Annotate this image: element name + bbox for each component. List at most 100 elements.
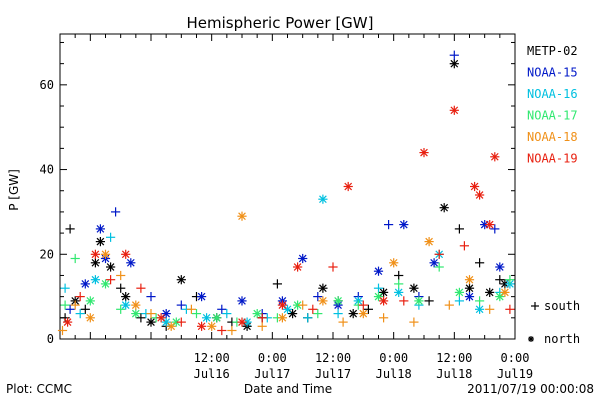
y-tick-label: 60	[40, 78, 54, 92]
south-point	[222, 309, 232, 319]
timestamp: 2011/07/19 00:00:08	[467, 382, 594, 396]
north-point	[348, 309, 358, 319]
south-point	[308, 304, 318, 314]
north-point	[131, 300, 141, 310]
north-point	[464, 292, 475, 302]
x-tick-label-date: Jul17	[315, 367, 351, 381]
north-point	[424, 237, 434, 247]
north-point	[90, 275, 101, 285]
south-point	[57, 325, 68, 336]
south-point	[80, 304, 90, 314]
north-point	[197, 321, 207, 331]
north-point	[373, 266, 384, 276]
south-point	[454, 224, 464, 234]
data-points	[57, 50, 515, 336]
south-point	[328, 262, 338, 272]
north-point	[454, 287, 464, 297]
x-tick-label-time: 12:00	[315, 351, 351, 365]
north-point	[105, 262, 116, 272]
x-tick-label-date: Jul18	[376, 367, 412, 381]
north-point	[485, 287, 495, 297]
south-point	[485, 304, 495, 314]
north-point	[464, 275, 475, 285]
south-point	[257, 313, 267, 323]
south-point	[217, 304, 227, 314]
y-axis: 0 20 40 60	[40, 41, 515, 346]
north-point	[429, 258, 439, 268]
south-point	[358, 300, 368, 310]
south-point	[475, 258, 485, 268]
south-point	[217, 325, 227, 336]
legend-noaa-18: NOAA-18	[527, 130, 578, 144]
x-tick-label-date: Jul16	[194, 367, 230, 381]
legend: METP-02 NOAA-15 NOAA-16 NOAA-17 NOAA-18 NOAA-…	[527, 44, 578, 166]
north-point	[419, 148, 429, 158]
north-point	[277, 300, 287, 310]
legend-noaa-15: NOAA-15	[527, 66, 578, 80]
south-point	[313, 309, 323, 319]
north-point	[212, 313, 222, 323]
south-point	[434, 249, 444, 259]
north-point	[171, 317, 181, 327]
south-point	[105, 275, 116, 285]
north-point	[161, 309, 171, 319]
legend-metp-02: METP-02	[527, 44, 578, 58]
series-noaa-15	[65, 50, 505, 319]
y-tick-label: 0	[47, 332, 54, 346]
south-point	[505, 275, 515, 285]
north-marker-icon	[528, 336, 534, 342]
north-point	[80, 279, 90, 289]
north-point	[85, 296, 95, 306]
south-point	[65, 224, 75, 234]
south-point	[313, 292, 323, 302]
south-point	[298, 300, 308, 310]
south-point	[399, 296, 409, 306]
north-point	[277, 313, 287, 323]
north-point	[298, 253, 308, 264]
legend-noaa-17: NOAA-17	[527, 109, 578, 123]
north-point	[379, 287, 389, 297]
south-point	[60, 283, 70, 293]
south-point	[454, 296, 464, 306]
south-point	[75, 292, 85, 302]
north-point	[121, 249, 131, 259]
north-point	[318, 283, 328, 293]
north-point	[389, 258, 399, 268]
north-point	[449, 59, 459, 69]
south-point	[60, 300, 70, 310]
south-point	[191, 309, 202, 319]
south-point	[495, 275, 505, 285]
north-point	[464, 283, 475, 293]
north-point	[237, 296, 247, 306]
north-point	[414, 296, 424, 306]
north-point	[252, 309, 262, 319]
south-point	[444, 300, 454, 310]
north-point	[95, 237, 106, 247]
x-axis-label: Date and Time	[244, 382, 332, 396]
north-point	[475, 190, 485, 200]
north-point	[399, 220, 409, 230]
north-point	[500, 287, 510, 297]
north-point	[207, 321, 217, 331]
south-point	[394, 279, 404, 289]
north-point	[358, 309, 368, 319]
south-point	[146, 292, 156, 302]
south-point	[70, 253, 80, 264]
south-point	[363, 304, 373, 314]
south-marker-icon	[531, 302, 539, 310]
legend-noaa-19: NOAA-19	[527, 152, 578, 166]
south-point	[303, 313, 313, 323]
north-point	[90, 258, 101, 268]
south-point	[333, 309, 343, 319]
south-point	[459, 241, 469, 251]
marker-legend-south: south	[544, 299, 580, 313]
chart-title: Hemispheric Power [GW]	[187, 14, 374, 32]
south-point	[475, 296, 485, 306]
north-point	[449, 105, 459, 115]
south-point	[65, 304, 75, 314]
north-point	[100, 249, 111, 259]
north-point	[90, 249, 101, 259]
marker-legend: south north	[528, 299, 580, 346]
x-tick-label-time: 0:00	[501, 351, 530, 365]
legend-noaa-16: NOAA-16	[527, 87, 578, 101]
